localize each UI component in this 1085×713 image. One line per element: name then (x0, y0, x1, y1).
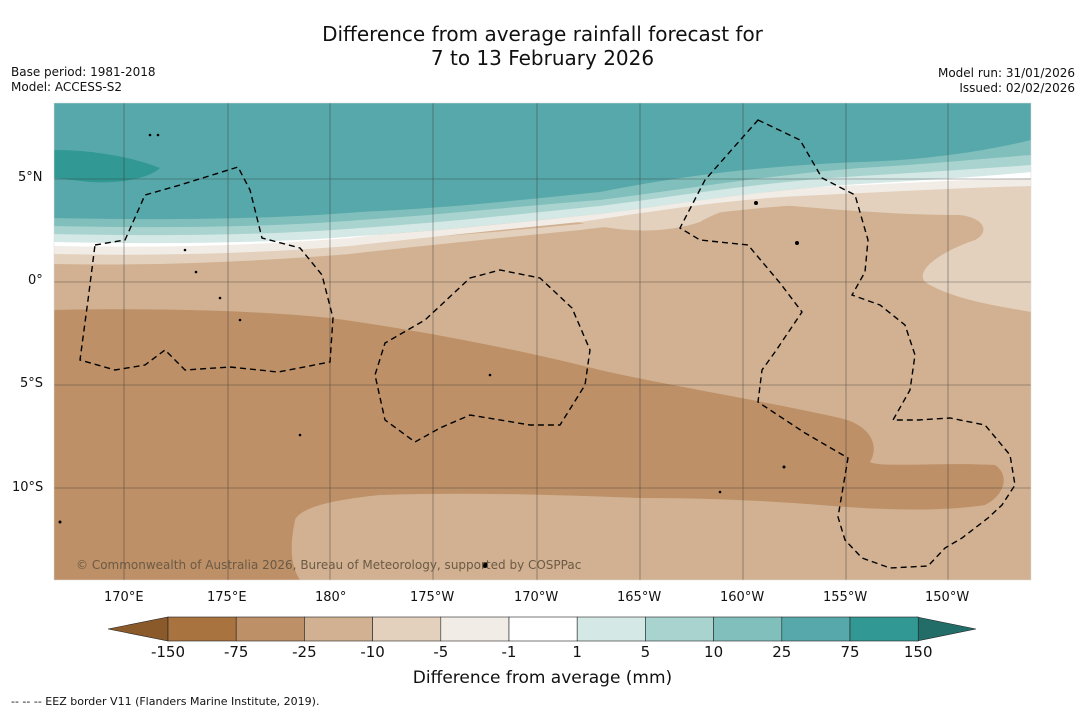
cbar-swatch (508, 616, 578, 642)
band-minus75-to-minus25 (54, 309, 1004, 580)
cbar-swatch (781, 616, 851, 642)
lon-label: 165°W (617, 590, 662, 605)
cbar-tick-label: 150 (903, 643, 933, 661)
cbar-swatch (235, 616, 305, 642)
band-over-150 (54, 150, 160, 183)
title-line1: Difference from average rainfall forecas… (322, 22, 763, 46)
lon-label: 175°W (410, 590, 455, 605)
model-run: Model run: 31/01/2026 (937, 66, 1075, 80)
cbar-swatch (304, 616, 373, 642)
island (754, 201, 758, 205)
island (795, 241, 799, 245)
base-period: Base period: 1981-2018 (11, 65, 156, 79)
island (218, 296, 222, 300)
cbar-swatch (440, 616, 510, 642)
meta-left: Base period: 1981-2018 Model: ACCESS-S2 (11, 65, 156, 95)
cbar-tick-label: 75 (840, 643, 860, 661)
island (488, 373, 492, 377)
island (183, 248, 187, 252)
cbar-tick-label: -10 (360, 643, 385, 661)
chart-title: Difference from average rainfall forecas… (0, 22, 1085, 70)
cbar-tick-label: 10 (704, 643, 724, 661)
issued-date: Issued: 02/02/2026 (959, 81, 1075, 95)
cbar-tick-label: 1 (572, 643, 582, 661)
cbar-tick-label: -25 (292, 643, 317, 661)
island (782, 465, 786, 469)
cbar-swatch (849, 616, 919, 642)
title-line2: 7 to 13 February 2026 (430, 46, 655, 70)
map-plot-area (54, 103, 1031, 580)
eez-kiribati-line (679, 119, 1016, 569)
islands (58, 133, 799, 568)
island (194, 270, 198, 274)
meta-right: Model run: 31/01/2026 Issued: 02/02/2026 (938, 66, 1075, 96)
band-minus10-east (520, 180, 1031, 312)
cbar-arrow-low (107, 616, 169, 642)
lat-label-10s: 10°S (12, 480, 44, 495)
cbar-tick-label: -75 (223, 643, 249, 661)
cbar-swatch (576, 616, 646, 642)
lat-label-0: 0° (28, 273, 43, 288)
lon-label: 150°W (925, 590, 970, 605)
eez-kiribati-west (79, 166, 334, 373)
cbar-arrow-high (916, 616, 977, 642)
lon-label: 175°E (207, 590, 247, 605)
lon-label: 155°W (823, 590, 868, 605)
lon-label: 160°W (720, 590, 765, 605)
band-minus5-to-minus1 (54, 178, 1031, 265)
island (148, 133, 152, 137)
model-name: Model: ACCESS-S2 (11, 80, 123, 94)
cbar-tick-label: 25 (772, 643, 792, 661)
cbar-tick-label: -1 (501, 643, 517, 661)
island (718, 490, 722, 494)
eez-footnote: -- -- -- EEZ border V11 (Flanders Marine… (11, 695, 320, 708)
cbar-tick-label: -5 (433, 643, 449, 661)
copyright-text: © Commonwealth of Australia 2026, Bureau… (76, 558, 582, 572)
lon-label: 180° (315, 590, 347, 605)
island (298, 433, 302, 437)
lat-label-5n: 5°N (18, 170, 43, 185)
island (482, 562, 488, 568)
colorbar-xlabel: Difference from average (mm) (412, 668, 673, 688)
colorbar (107, 616, 977, 642)
island (156, 133, 160, 137)
cbar-swatch (645, 616, 714, 642)
cbar-swatch (713, 616, 783, 642)
band-minus1-to-1 (54, 172, 1031, 255)
lon-label: 170°E (104, 590, 144, 605)
lat-label-5s: 5°S (20, 376, 44, 391)
lon-label: 170°W (514, 590, 559, 605)
cbar-tick-label: 5 (640, 643, 651, 661)
island (58, 520, 62, 524)
map-frame (53, 102, 1032, 581)
cbar-swatch (372, 616, 442, 642)
eez-kiribati-central (374, 269, 591, 443)
cbar-swatch (167, 616, 237, 642)
band-75-to-150 (54, 103, 1031, 220)
cbar-tick-label: -150 (150, 643, 186, 661)
eez-borders (79, 119, 1016, 569)
grid-lines (54, 103, 1031, 580)
island (238, 318, 242, 322)
